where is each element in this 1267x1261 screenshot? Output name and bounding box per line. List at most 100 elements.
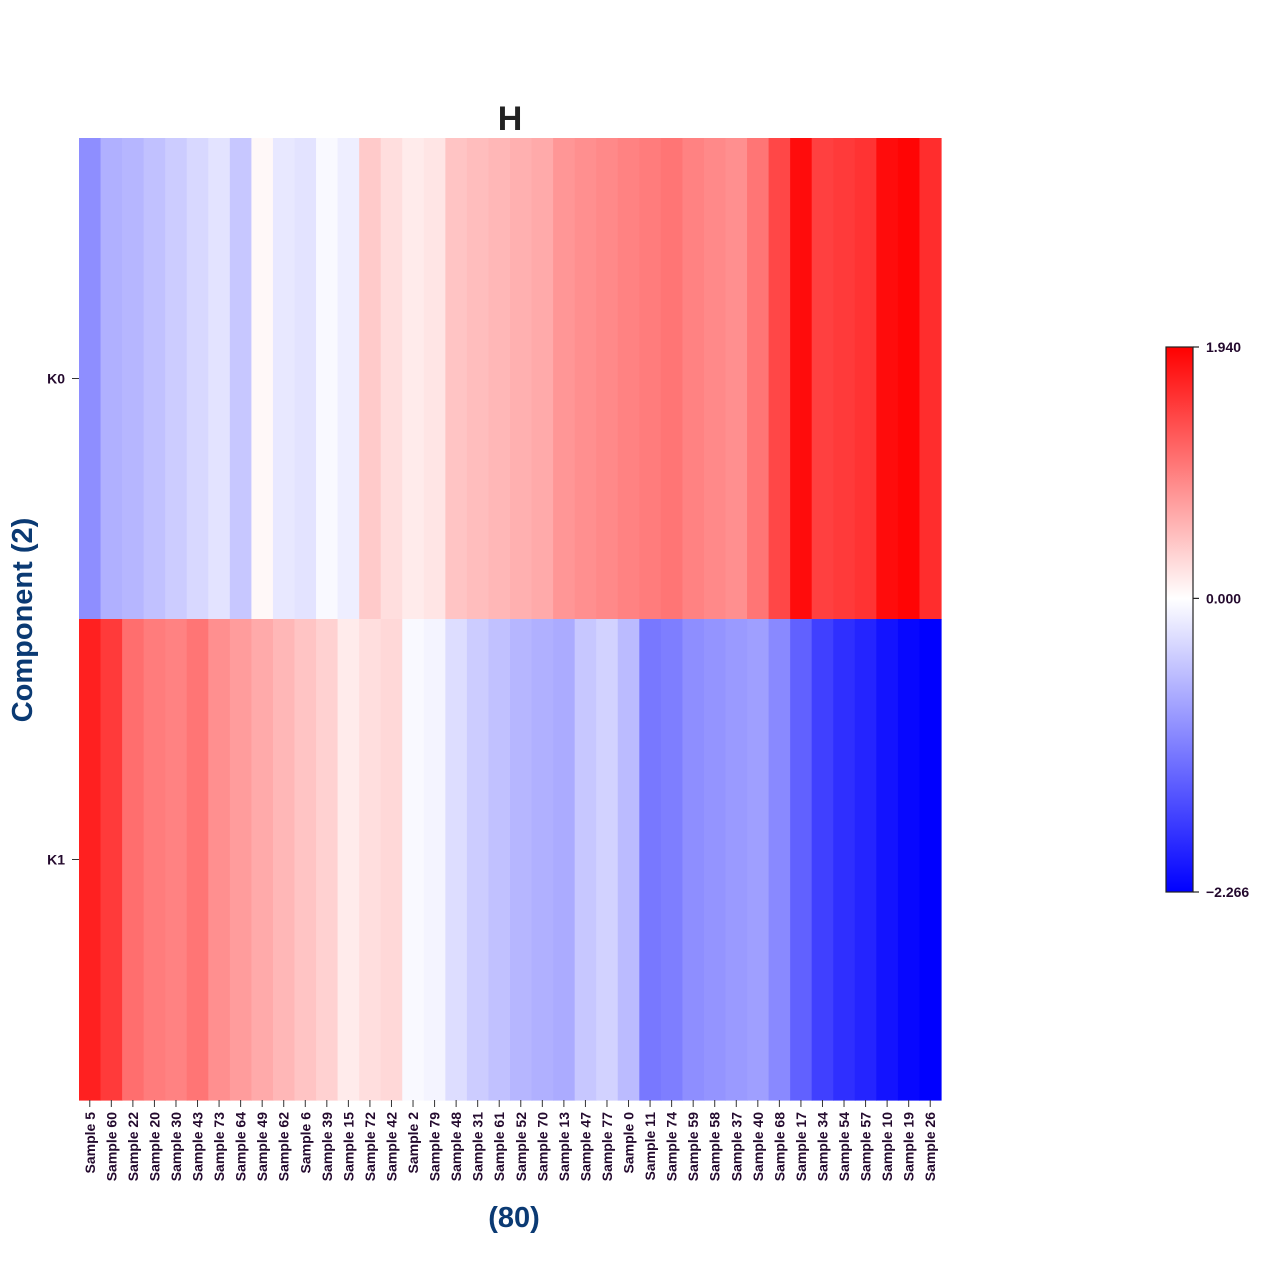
heatmap-cell bbox=[359, 619, 382, 1101]
x-tick-label: Sample 6 bbox=[297, 1112, 313, 1174]
x-tick-label: Sample 43 bbox=[190, 1112, 206, 1181]
x-tick-label: Sample 77 bbox=[599, 1112, 615, 1181]
heatmap-cell bbox=[100, 138, 123, 620]
x-tick-label: Sample 30 bbox=[168, 1112, 184, 1181]
heatmap-cell bbox=[574, 138, 597, 620]
heatmap-cell bbox=[294, 138, 317, 620]
heatmap-cell bbox=[553, 619, 576, 1101]
heatmap-cell bbox=[854, 138, 877, 620]
heatmap-cell bbox=[725, 619, 748, 1101]
heatmap-cell bbox=[531, 619, 554, 1101]
heatmap-cell bbox=[596, 138, 619, 620]
heatmap-cell bbox=[466, 138, 490, 620]
x-tick-label: Sample 17 bbox=[793, 1112, 809, 1181]
heatmap-cell bbox=[596, 619, 619, 1101]
heatmap-cell bbox=[100, 619, 123, 1101]
colorbar-tick-label: −2.266 bbox=[1206, 884, 1249, 900]
x-tick-label: Sample 73 bbox=[211, 1112, 227, 1181]
x-tick-label: Sample 59 bbox=[685, 1112, 701, 1181]
x-tick-label: Sample 10 bbox=[879, 1112, 895, 1181]
heatmap-cell bbox=[79, 138, 102, 620]
heatmap-cell bbox=[251, 138, 274, 620]
heatmap-cell bbox=[919, 619, 942, 1101]
heatmap-cell bbox=[617, 138, 640, 620]
heatmap-cell bbox=[510, 619, 533, 1101]
colorbar-tick-label: 0.000 bbox=[1206, 590, 1241, 606]
heatmap-cell bbox=[660, 619, 683, 1101]
heatmap-cell bbox=[488, 619, 511, 1101]
x-tick-label: Sample 72 bbox=[362, 1112, 378, 1181]
x-tick-label: Sample 39 bbox=[319, 1112, 335, 1181]
heatmap-cell bbox=[747, 619, 770, 1101]
y-tick-label: K1 bbox=[47, 852, 65, 868]
x-tick-label: Sample 52 bbox=[513, 1112, 529, 1181]
heatmap-cell bbox=[402, 619, 425, 1101]
x-tick-label: Sample 15 bbox=[340, 1112, 356, 1181]
x-tick-label: Sample 19 bbox=[901, 1112, 917, 1181]
heatmap-cell bbox=[337, 619, 360, 1101]
heatmap-cell bbox=[790, 619, 813, 1101]
heatmap-cell bbox=[165, 619, 188, 1101]
heatmap-cell bbox=[531, 138, 554, 620]
x-tick-label: Sample 49 bbox=[254, 1112, 270, 1181]
heatmap-cell bbox=[768, 619, 791, 1101]
heatmap-cell bbox=[208, 619, 231, 1101]
heatmap-cell bbox=[790, 138, 813, 620]
x-tick-label: Sample 22 bbox=[125, 1112, 141, 1181]
x-tick-label: Sample 13 bbox=[556, 1112, 572, 1181]
x-tick-label: Sample 20 bbox=[146, 1112, 162, 1181]
heatmap-cell bbox=[316, 138, 339, 620]
heatmap-cell bbox=[272, 138, 296, 620]
x-tick-label: Sample 64 bbox=[233, 1112, 249, 1181]
x-tick-label: Sample 58 bbox=[707, 1112, 723, 1181]
heatmap-cell bbox=[251, 619, 274, 1101]
y-tick-label: K0 bbox=[47, 371, 65, 387]
x-tick-label: Sample 42 bbox=[383, 1112, 399, 1181]
x-tick-label: Sample 70 bbox=[534, 1112, 550, 1181]
colorbar-gradient bbox=[1165, 346, 1194, 893]
x-tick-label: Sample 5 bbox=[82, 1112, 98, 1174]
x-tick-label: Sample 37 bbox=[728, 1112, 744, 1181]
x-tick-label: Sample 40 bbox=[750, 1112, 766, 1181]
x-tick-label: Sample 11 bbox=[642, 1112, 658, 1181]
x-tick-label: Sample 47 bbox=[577, 1112, 593, 1181]
x-tick-label: Sample 79 bbox=[427, 1112, 443, 1181]
heatmap-cell bbox=[682, 138, 705, 620]
heatmap-cell bbox=[768, 138, 791, 620]
x-tick-label: Sample 26 bbox=[922, 1112, 938, 1181]
heatmap-cell bbox=[445, 138, 468, 620]
heatmap-cell bbox=[143, 138, 166, 620]
heatmap-cell bbox=[854, 619, 877, 1101]
heatmap-cell bbox=[553, 138, 576, 620]
heatmap-cell bbox=[617, 619, 640, 1101]
heatmap-cell bbox=[876, 619, 899, 1101]
x-axis-label: (80) bbox=[488, 1202, 540, 1234]
heatmap-cell bbox=[165, 138, 188, 620]
heatmap-cell bbox=[897, 619, 921, 1101]
heatmap-cell bbox=[466, 619, 490, 1101]
heatmap-cell bbox=[316, 619, 339, 1101]
heatmap-cell bbox=[186, 138, 209, 620]
heatmap-cell bbox=[423, 138, 446, 620]
x-tick-label: Sample 74 bbox=[664, 1112, 680, 1181]
heatmap-cell bbox=[122, 619, 145, 1101]
heatmap-cell bbox=[380, 138, 403, 620]
heatmap-cell bbox=[919, 138, 942, 620]
heatmap-cell bbox=[272, 619, 296, 1101]
heatmap-cell bbox=[337, 138, 360, 620]
heatmap-cell bbox=[122, 138, 145, 620]
x-tick-label: Sample 54 bbox=[836, 1112, 852, 1181]
heatmap-cell bbox=[811, 138, 834, 620]
heatmap-cell bbox=[186, 619, 209, 1101]
x-tick-label: Sample 68 bbox=[771, 1112, 787, 1181]
heatmap-cell bbox=[79, 619, 102, 1101]
heatmap-cell bbox=[660, 138, 683, 620]
heatmap-cell bbox=[682, 619, 705, 1101]
heatmap-cell bbox=[833, 619, 856, 1101]
x-tick-label: Sample 48 bbox=[448, 1112, 464, 1181]
heatmap-cell bbox=[876, 138, 899, 620]
heatmap-cell bbox=[445, 619, 468, 1101]
colorbar-tick-label: 1.940 bbox=[1206, 339, 1241, 355]
x-tick-label: Sample 61 bbox=[491, 1112, 507, 1181]
